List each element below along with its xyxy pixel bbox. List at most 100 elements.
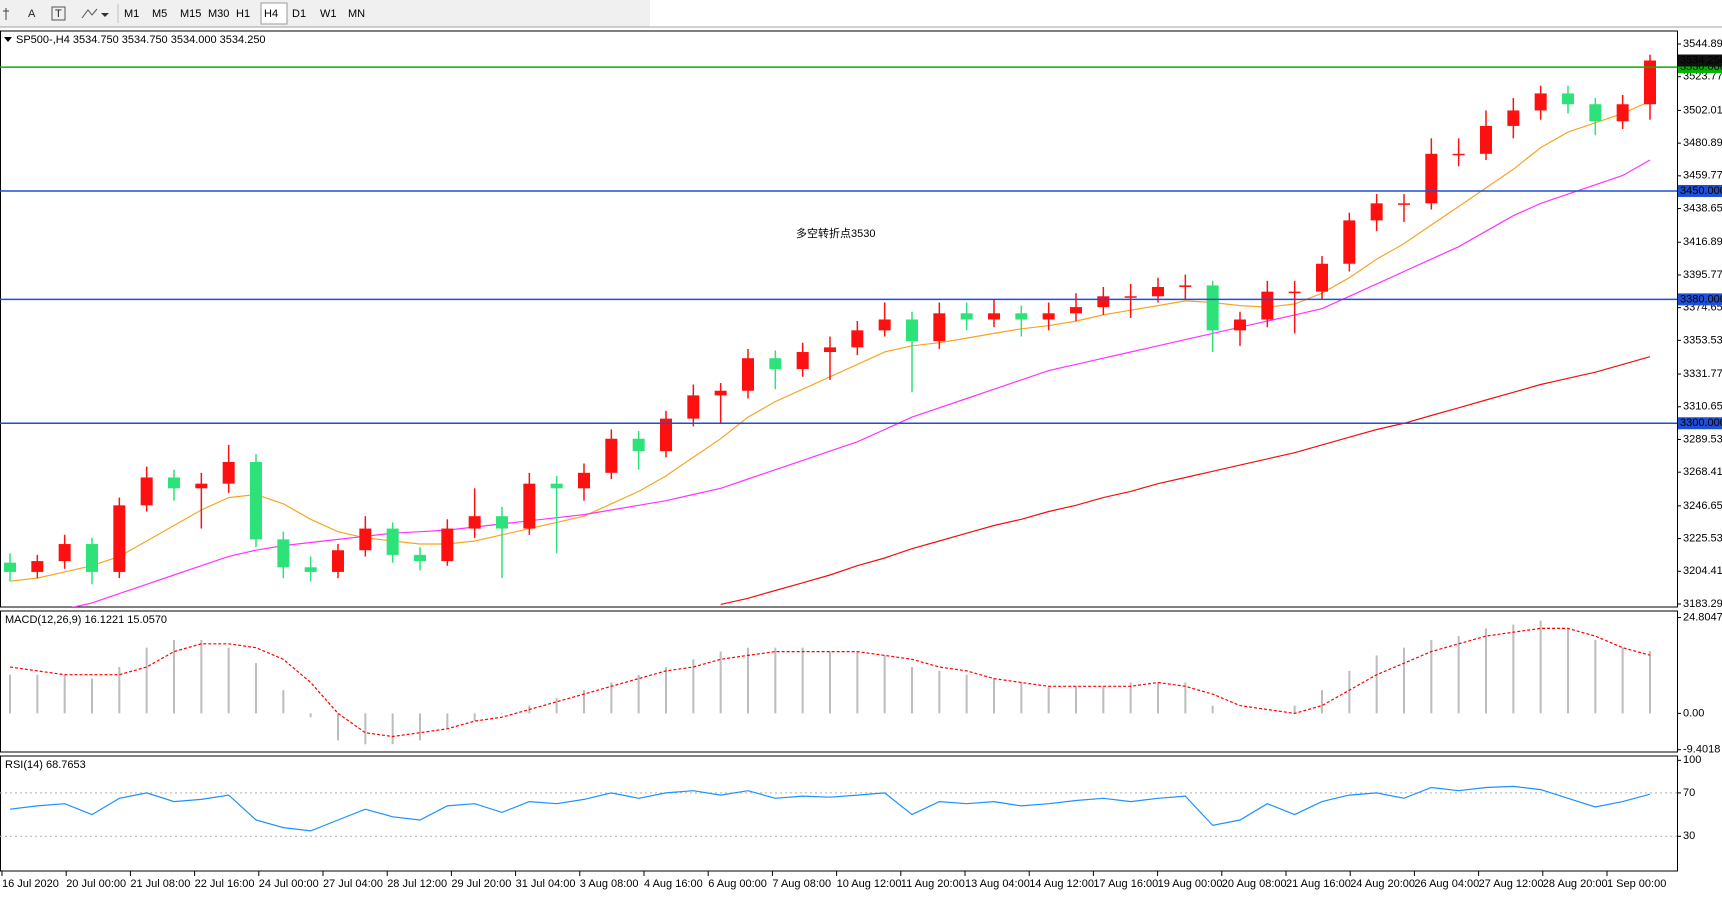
x-tick-label: 11 Aug 20:00 — [901, 878, 965, 890]
panel-frame — [0, 610, 1678, 753]
text-tool-icon[interactable]: A — [28, 8, 36, 20]
macd-bar — [282, 690, 285, 714]
timeframe-button[interactable]: M1 — [124, 8, 139, 20]
label-tool-icon[interactable] — [51, 6, 66, 21]
candle-body — [1206, 285, 1219, 331]
candle-body — [1644, 60, 1656, 105]
macd-bar — [1266, 713, 1269, 714]
candle-body — [1370, 203, 1383, 221]
x-tick-label: 29 Jul 20:00 — [451, 878, 511, 890]
macd-bar — [856, 651, 859, 714]
candle-body — [195, 483, 208, 489]
macd-bar — [36, 674, 39, 714]
macd-bar — [1375, 655, 1378, 714]
candle-body — [1015, 313, 1028, 320]
macd-bar — [63, 674, 66, 714]
x-tick-label: 6 Aug 00:00 — [708, 878, 767, 890]
symbol-marker — [4, 37, 12, 42]
macd-bar — [1567, 628, 1569, 714]
y-tick-label: 3246.650 — [1683, 500, 1722, 512]
macd-bar — [719, 651, 722, 714]
x-tick-label: 27 Jul 04:00 — [323, 878, 383, 890]
y-tick-label: 3459.770 — [1683, 170, 1722, 182]
y-tick-label: -9.4018 — [1683, 744, 1720, 756]
y-tick-label: 3480.890 — [1683, 137, 1722, 149]
candle-body — [878, 319, 891, 331]
crosshair-icon[interactable] — [3, 8, 9, 20]
candle-body — [933, 313, 946, 342]
shapes-icon[interactable] — [81, 8, 98, 19]
timeframe-button[interactable]: M30 — [208, 8, 229, 20]
candle-body — [468, 516, 481, 529]
timeframe-button[interactable]: W1 — [320, 8, 337, 20]
y-tick-label: 3289.530 — [1683, 433, 1722, 445]
timeframe-button[interactable]: D1 — [292, 8, 306, 20]
y-tick-label: 30 — [1683, 830, 1695, 842]
x-tick-label: 3 Aug 08:00 — [580, 878, 639, 890]
candle-body — [496, 516, 508, 529]
candle-body — [1616, 104, 1629, 122]
candle-body — [1124, 296, 1137, 298]
candle-body — [168, 477, 180, 489]
y-tick-label: 3183.290 — [1683, 598, 1722, 610]
x-tick-label: 19 Aug 00:00 — [1158, 878, 1223, 890]
macd-bar — [801, 647, 804, 714]
macd-bar — [1211, 705, 1214, 714]
macd-bar — [1157, 682, 1159, 714]
macd-bar — [1321, 690, 1323, 714]
candle-body — [632, 438, 645, 452]
moving-average — [720, 356, 1651, 605]
macd-bar — [118, 667, 121, 714]
macd-bar — [1457, 636, 1460, 714]
x-tick-label: 20 Aug 08:00 — [1222, 878, 1287, 890]
candle-body — [277, 539, 290, 568]
timeframe-button[interactable]: M15 — [180, 8, 201, 20]
last-price-box — [1678, 54, 1722, 67]
timeframe-button[interactable]: H4 — [264, 8, 278, 20]
macd-bar — [255, 663, 257, 714]
candle-body — [250, 461, 262, 540]
y-tick-label: 3438.650 — [1683, 202, 1722, 214]
y-tick-label: 3204.410 — [1683, 565, 1722, 577]
timeframe-button[interactable]: MN — [348, 8, 365, 20]
y-tick-label: 3544.890 — [1683, 38, 1722, 50]
panel-plot — [0, 785, 1677, 837]
macd-bar — [774, 647, 777, 714]
candle-body — [386, 528, 399, 555]
macd-bar — [145, 647, 148, 714]
candle-body — [414, 554, 426, 562]
y-tick-label: 24.8047 — [1683, 611, 1722, 623]
candle-body — [1070, 307, 1082, 314]
panel-title: SP500-,H4 3534.750 3534.750 3534.000 353… — [16, 34, 266, 46]
candle-body — [605, 438, 618, 473]
macd-bar — [965, 674, 968, 714]
dropdown-arrow[interactable] — [101, 13, 109, 17]
macd-bar — [1403, 647, 1405, 714]
candle-body — [714, 390, 727, 396]
timeframe-button[interactable]: M5 — [152, 8, 167, 20]
candle-body — [1042, 313, 1055, 320]
panel-title: RSI(14) 68.7653 — [5, 759, 86, 771]
candle-body — [523, 483, 536, 529]
macd-bar — [227, 647, 230, 714]
candle-body — [742, 358, 754, 391]
timeframe-button[interactable]: H1 — [236, 8, 250, 20]
candle-body — [4, 562, 16, 572]
macd-bar — [309, 713, 312, 718]
macd-bar — [555, 697, 558, 714]
y-tick-label: 100 — [1683, 754, 1701, 766]
level-price-label: 3380.000 — [1680, 293, 1722, 305]
level-price-label: 3300.000 — [1680, 417, 1722, 429]
macd-bar — [1075, 686, 1077, 714]
macd-bar — [1102, 686, 1105, 714]
macd-bar — [1594, 639, 1597, 714]
x-tick-label: 17 Aug 16:00 — [1093, 878, 1158, 890]
panel-frame — [0, 755, 1678, 872]
macd-bar — [173, 639, 175, 714]
candle-body — [1316, 263, 1328, 292]
macd-bar — [610, 682, 613, 714]
y-tick-label: 3416.890 — [1683, 236, 1722, 248]
candle-body — [1288, 291, 1301, 294]
last-price-label: 3534.250 — [1680, 54, 1722, 66]
